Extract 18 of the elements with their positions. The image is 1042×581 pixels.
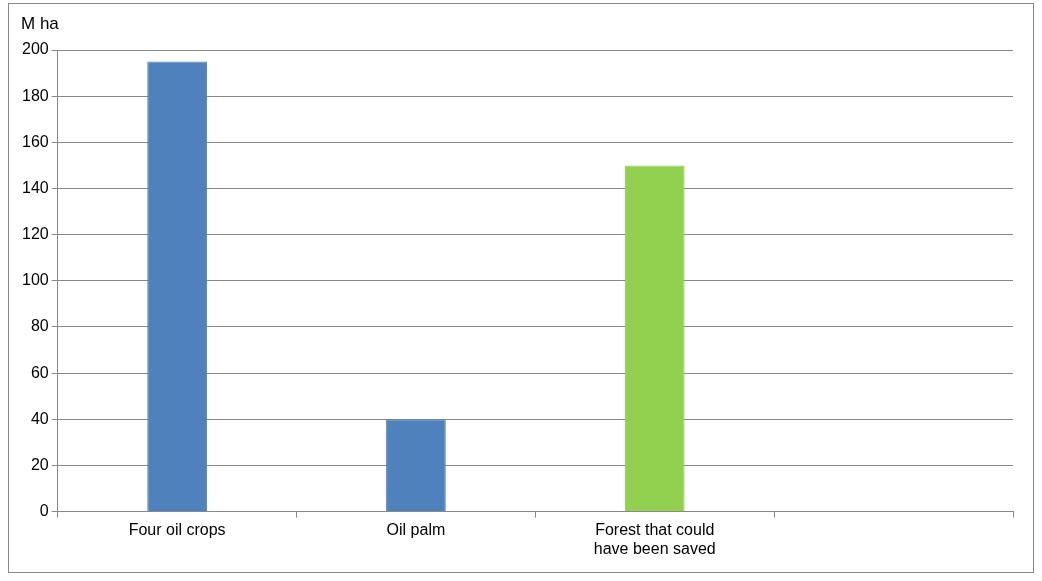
x-tick-label: Four oil crops [128, 520, 226, 538]
bar [624, 165, 685, 512]
y-tick-label: 0 [39, 502, 49, 520]
y-tick-label: 60 [30, 363, 49, 381]
y-axis-title: M ha [21, 14, 60, 34]
bar [386, 419, 446, 512]
y-tick-label: 140 [21, 178, 49, 196]
bar [147, 61, 207, 512]
x-tick-label: Forest that could have been saved [593, 520, 716, 557]
y-tick-label: 200 [21, 40, 49, 58]
y-tick-label: 180 [21, 86, 49, 104]
y-tick-label: 80 [30, 317, 49, 335]
y-tick-label: 160 [21, 132, 49, 150]
y-tick-label: 100 [21, 271, 49, 289]
y-tick-label: 120 [21, 225, 49, 243]
y-tick-label: 40 [30, 409, 49, 427]
x-tick-label: Oil palm [386, 520, 446, 538]
y-tick-label: 20 [30, 455, 49, 473]
